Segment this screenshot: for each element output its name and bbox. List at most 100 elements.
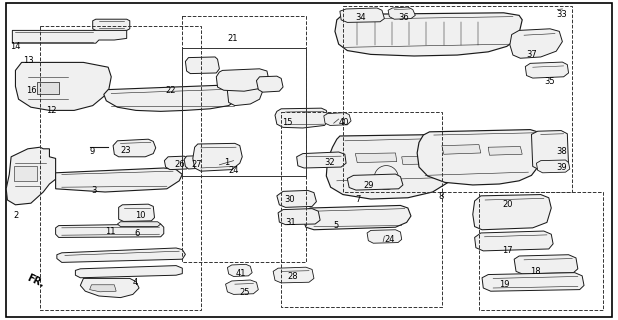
Polygon shape xyxy=(303,205,411,230)
Polygon shape xyxy=(57,248,185,262)
Text: 14: 14 xyxy=(10,42,20,51)
Polygon shape xyxy=(324,113,351,125)
Text: 17: 17 xyxy=(502,246,512,255)
Text: 2: 2 xyxy=(14,211,19,220)
Text: 39: 39 xyxy=(556,163,567,172)
Text: 16: 16 xyxy=(26,86,36,95)
Polygon shape xyxy=(275,108,329,128)
Bar xyxy=(479,192,603,310)
Polygon shape xyxy=(216,69,269,91)
Polygon shape xyxy=(277,190,316,207)
Text: 9: 9 xyxy=(90,147,95,156)
Bar xyxy=(343,6,572,192)
Text: 40: 40 xyxy=(339,118,349,127)
Polygon shape xyxy=(37,82,59,94)
Polygon shape xyxy=(6,147,56,205)
Polygon shape xyxy=(536,160,570,173)
Text: 1: 1 xyxy=(224,158,229,167)
Text: 23: 23 xyxy=(121,146,131,155)
Text: 34: 34 xyxy=(355,13,366,22)
Polygon shape xyxy=(113,139,156,157)
Polygon shape xyxy=(326,134,460,199)
Text: 35: 35 xyxy=(544,77,554,86)
Text: 13: 13 xyxy=(23,56,33,65)
Polygon shape xyxy=(388,7,415,19)
Text: 6: 6 xyxy=(135,229,140,238)
Text: 4: 4 xyxy=(133,278,138,287)
Text: 29: 29 xyxy=(363,181,374,190)
Polygon shape xyxy=(12,24,127,43)
Text: 10: 10 xyxy=(135,211,145,220)
Polygon shape xyxy=(347,174,403,190)
Polygon shape xyxy=(367,230,402,243)
Polygon shape xyxy=(90,285,116,292)
Bar xyxy=(182,48,306,176)
Polygon shape xyxy=(75,266,182,278)
Text: 5: 5 xyxy=(334,221,339,230)
Text: 33: 33 xyxy=(556,10,567,19)
Polygon shape xyxy=(488,147,522,155)
Polygon shape xyxy=(93,19,130,30)
Polygon shape xyxy=(184,156,209,169)
Polygon shape xyxy=(119,204,154,221)
Polygon shape xyxy=(355,153,397,163)
Polygon shape xyxy=(278,209,320,225)
Polygon shape xyxy=(117,222,161,227)
Text: 18: 18 xyxy=(530,267,540,276)
Polygon shape xyxy=(482,273,584,291)
Text: 37: 37 xyxy=(527,50,537,59)
Text: 32: 32 xyxy=(324,158,335,167)
Text: 8: 8 xyxy=(439,192,444,201)
Text: 24: 24 xyxy=(229,166,239,175)
Text: 31: 31 xyxy=(286,218,296,227)
Polygon shape xyxy=(531,131,569,170)
Polygon shape xyxy=(56,168,182,192)
Polygon shape xyxy=(104,85,244,111)
Polygon shape xyxy=(14,166,37,181)
Polygon shape xyxy=(56,224,164,237)
Text: 15: 15 xyxy=(282,118,293,127)
Text: 7: 7 xyxy=(355,195,361,204)
Polygon shape xyxy=(475,231,553,251)
Text: 19: 19 xyxy=(499,280,510,289)
Text: 21: 21 xyxy=(227,34,238,43)
Polygon shape xyxy=(514,255,578,274)
Text: 36: 36 xyxy=(399,13,409,22)
Text: 27: 27 xyxy=(192,160,202,169)
Polygon shape xyxy=(227,264,252,276)
Polygon shape xyxy=(525,62,569,78)
Text: 25: 25 xyxy=(240,288,250,297)
Text: FR.: FR. xyxy=(25,272,46,289)
Polygon shape xyxy=(335,13,522,56)
Text: 28: 28 xyxy=(287,272,298,281)
Polygon shape xyxy=(193,143,242,171)
Polygon shape xyxy=(297,152,346,168)
Bar xyxy=(182,16,306,262)
Bar xyxy=(281,112,442,307)
Polygon shape xyxy=(80,278,139,298)
Polygon shape xyxy=(340,8,384,22)
Text: 12: 12 xyxy=(46,106,57,115)
Polygon shape xyxy=(256,76,283,92)
Polygon shape xyxy=(473,195,551,230)
Text: 11: 11 xyxy=(105,227,116,236)
Polygon shape xyxy=(164,156,190,170)
Polygon shape xyxy=(226,280,258,294)
Polygon shape xyxy=(15,62,111,110)
Polygon shape xyxy=(510,29,562,58)
Text: 3: 3 xyxy=(91,186,97,195)
Text: 41: 41 xyxy=(236,269,247,278)
Text: 20: 20 xyxy=(502,200,513,209)
Polygon shape xyxy=(227,79,263,106)
Polygon shape xyxy=(273,267,314,283)
Polygon shape xyxy=(402,156,434,164)
Text: 30: 30 xyxy=(284,195,295,204)
Text: 24: 24 xyxy=(384,235,395,244)
Polygon shape xyxy=(185,57,219,74)
Polygon shape xyxy=(417,130,544,185)
Bar xyxy=(40,26,201,310)
Text: 22: 22 xyxy=(166,86,176,95)
Text: 26: 26 xyxy=(174,160,185,169)
Text: 38: 38 xyxy=(556,147,567,156)
Polygon shape xyxy=(442,145,481,154)
